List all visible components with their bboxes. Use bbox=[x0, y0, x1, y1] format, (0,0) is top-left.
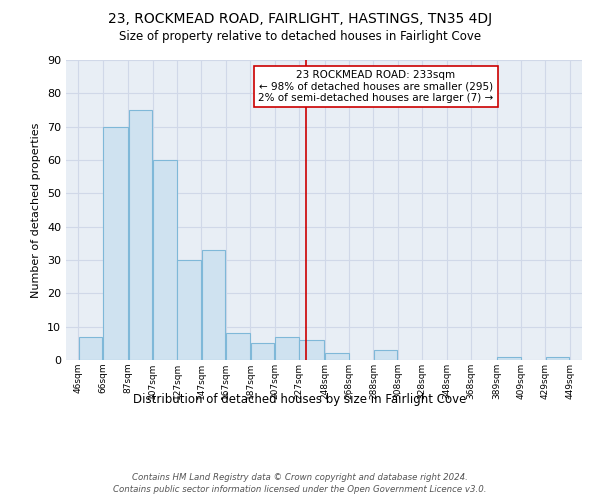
Bar bbox=[275, 336, 299, 360]
Text: Distribution of detached houses by size in Fairlight Cove: Distribution of detached houses by size … bbox=[133, 392, 467, 406]
Bar bbox=[178, 260, 201, 360]
Text: 23 ROCKMEAD ROAD: 233sqm
← 98% of detached houses are smaller (295)
2% of semi-d: 23 ROCKMEAD ROAD: 233sqm ← 98% of detach… bbox=[258, 70, 493, 103]
Text: Contains public sector information licensed under the Open Government Licence v3: Contains public sector information licen… bbox=[113, 485, 487, 494]
Bar bbox=[546, 356, 569, 360]
Text: Size of property relative to detached houses in Fairlight Cove: Size of property relative to detached ho… bbox=[119, 30, 481, 43]
Bar bbox=[374, 350, 397, 360]
Text: Contains HM Land Registry data © Crown copyright and database right 2024.: Contains HM Land Registry data © Crown c… bbox=[132, 472, 468, 482]
Bar bbox=[153, 160, 176, 360]
Bar bbox=[202, 250, 226, 360]
Y-axis label: Number of detached properties: Number of detached properties bbox=[31, 122, 41, 298]
Bar bbox=[497, 356, 521, 360]
Text: 23, ROCKMEAD ROAD, FAIRLIGHT, HASTINGS, TN35 4DJ: 23, ROCKMEAD ROAD, FAIRLIGHT, HASTINGS, … bbox=[108, 12, 492, 26]
Bar bbox=[103, 126, 128, 360]
Bar bbox=[299, 340, 324, 360]
Bar bbox=[325, 354, 349, 360]
Bar bbox=[129, 110, 152, 360]
Bar bbox=[226, 334, 250, 360]
Bar bbox=[79, 336, 102, 360]
Bar bbox=[251, 344, 274, 360]
